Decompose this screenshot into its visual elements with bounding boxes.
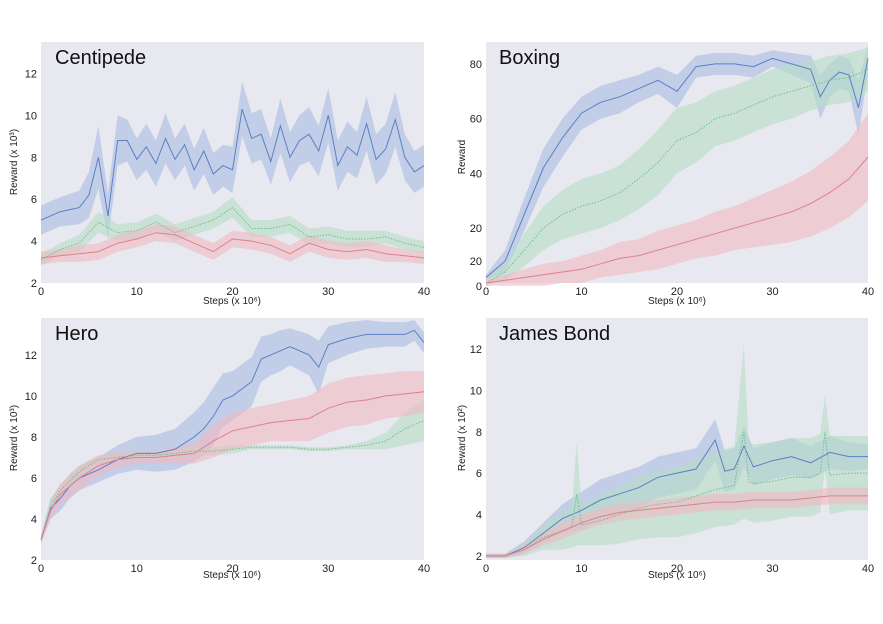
y-tick-label: 2	[31, 555, 37, 567]
y-tick-label: 12	[25, 350, 37, 362]
series-band-red	[486, 113, 868, 286]
tick-layer: 0 10 20 30 40 2 4 6 8 10 12	[25, 68, 430, 298]
x-tick-label: 20	[226, 286, 238, 298]
x-tick-label: 30	[322, 563, 334, 575]
x-tick-label: 20	[671, 563, 683, 575]
y-tick-label: 4	[31, 236, 37, 248]
series-layer	[485, 44, 869, 286]
y-tick-label: 8	[476, 427, 482, 439]
y-tick-label: 0	[476, 281, 482, 293]
y-tick-label: 4	[476, 510, 482, 522]
series-line-green	[486, 431, 868, 557]
series-line-red	[485, 156, 869, 284]
series-band-green	[486, 47, 868, 286]
panel-boxing: Boxing 0 10 20 30 40 0 20 20 40 60 80 Steps (x 10⁶…	[457, 42, 874, 307]
series-layer	[40, 320, 425, 544]
y-tick-label: 6	[31, 473, 37, 485]
series-line-blue	[485, 57, 869, 278]
x-tick-label: 40	[862, 286, 874, 298]
x-tick-label: 20	[671, 286, 683, 298]
chart-title: Centipede	[55, 47, 146, 69]
x-tick-label: 40	[418, 563, 430, 575]
x-axis-label: Steps (x 10⁶)	[648, 296, 706, 307]
x-axis-label: Steps (x 10⁶)	[203, 570, 261, 581]
tick-layer: 0 10 20 30 40 0 20 20 40 60 80	[470, 59, 874, 298]
x-tick-label: 0	[483, 286, 489, 298]
y-tick-label: 6	[476, 468, 482, 480]
series-band-red	[41, 224, 424, 265]
x-axis-label: Steps (x 10⁶)	[203, 296, 261, 307]
x-tick-label: 20	[226, 563, 238, 575]
series-band-red	[41, 371, 424, 544]
chart-title: Boxing	[499, 47, 560, 69]
y-tick-label: 10	[25, 110, 37, 122]
x-tick-label: 30	[766, 563, 778, 575]
y-tick-label: 10	[25, 391, 37, 403]
x-tick-label: 10	[575, 563, 587, 575]
x-tick-label: 40	[418, 286, 430, 298]
x-tick-label: 30	[322, 286, 334, 298]
y-tick-label: 2	[476, 551, 482, 563]
y-tick-label: 20	[470, 223, 482, 235]
y-axis-label: Reward (x 10³)	[9, 129, 20, 195]
series-layer	[486, 344, 868, 558]
y-tick-label: 60	[470, 114, 482, 126]
y-tick-label: 10	[470, 385, 482, 397]
panel-centipede: Centipede 0 10 20 30 40 2 4 6 8 10 12 Steps (x 10⁶…	[9, 42, 430, 307]
chart-title: James Bond	[499, 323, 610, 345]
x-tick-label: 10	[575, 286, 587, 298]
y-tick-label: 20	[470, 256, 482, 268]
series-line-green	[40, 206, 425, 261]
y-axis-label: Reward (x 10²)	[457, 405, 468, 471]
series-band-red	[486, 487, 868, 558]
y-axis-label: Reward (x 10³)	[9, 405, 20, 471]
y-tick-label: 40	[470, 169, 482, 181]
series-band-blue	[41, 81, 424, 239]
y-tick-label: 4	[31, 514, 37, 526]
series-layer	[40, 81, 425, 267]
series-band-green	[41, 197, 424, 267]
x-tick-label: 10	[131, 286, 143, 298]
y-tick-label: 12	[25, 68, 37, 80]
series-line-red	[40, 232, 425, 259]
y-tick-label: 8	[31, 152, 37, 164]
series-band-blue	[41, 320, 424, 544]
series-line-green	[40, 420, 425, 540]
y-axis-label: Reward	[457, 140, 468, 174]
series-line-blue	[486, 438, 868, 557]
series-line-red	[40, 391, 425, 540]
series-line-red	[486, 495, 868, 557]
y-tick-label: 12	[470, 344, 482, 356]
x-axis-label: Steps (x 10⁶)	[648, 570, 706, 581]
y-tick-label: 6	[31, 194, 37, 206]
series-line-blue	[40, 329, 425, 540]
series-line-blue	[40, 108, 425, 221]
x-tick-label: 10	[131, 563, 143, 575]
y-tick-label: 2	[31, 278, 37, 290]
y-tick-label: 8	[31, 432, 37, 444]
tick-layer: 0 10 20 30 40 2 4 6 8 10 12	[25, 350, 430, 575]
panel-james-bond: James Bond 0 10 20 30 40 2 4 6 8 10 12 Steps (x 10…	[457, 318, 874, 581]
y-tick-label: 80	[470, 59, 482, 71]
x-tick-label: 30	[766, 286, 778, 298]
tick-layer: 0 10 20 30 40 2 4 6 8 10 12	[470, 344, 874, 575]
panel-hero: Hero 0 10 20 30 40 2 4 6 8 10 12 Steps (x 10⁶) Rew…	[9, 318, 430, 581]
series-band-blue	[486, 44, 868, 281]
chart-title: Hero	[55, 323, 98, 345]
x-tick-label: 0	[38, 563, 44, 575]
x-tick-label: 0	[483, 563, 489, 575]
x-tick-label: 0	[38, 286, 44, 298]
series-line-green	[485, 68, 869, 284]
x-tick-label: 40	[862, 563, 874, 575]
